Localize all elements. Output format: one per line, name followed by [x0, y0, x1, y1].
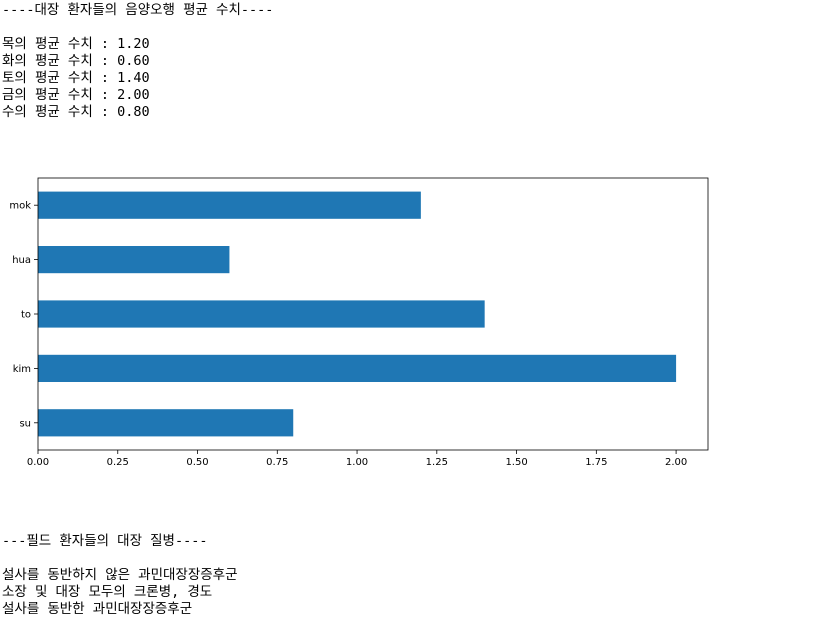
bar-mok — [38, 191, 421, 219]
x-tick-label-7: 1.75 — [585, 457, 607, 468]
bottom-output-line-3: 설사를 동반한 과민대장장증후군 — [2, 601, 193, 617]
bar-kim — [38, 354, 677, 382]
bar-chart: mok hua to kim su 0.00 0.25 0.50 0.75 1.00 1.25 1.5… — [9, 177, 709, 468]
x-tick-label-2: 0.50 — [186, 457, 208, 468]
top-output-line-kim: 금의 평균 수치 : 2.00 — [2, 87, 150, 103]
x-tick-label-4: 1.00 — [346, 457, 368, 468]
y-tick-label-kim: kim — [13, 364, 31, 375]
y-tick-label-hua: hua — [12, 255, 31, 266]
top-output-line-mok: 목의 평균 수치 : 1.20 — [2, 36, 150, 52]
x-tick-label-3: 0.75 — [266, 457, 288, 468]
top-output-line-to: 토의 평균 수치 : 1.40 — [2, 70, 150, 86]
x-tick-label-0: 0.00 — [27, 457, 49, 468]
bar-hua — [38, 246, 230, 274]
bottom-output-line-2: 소장 및 대장 모두의 크론병, 경도 — [2, 584, 213, 600]
top-output-header: ----대장 환자들의 음양오행 평균 수치---- — [2, 2, 274, 18]
top-output-line-su: 수의 평균 수치 : 0.80 — [2, 104, 150, 120]
y-tick-label-su: su — [19, 418, 31, 429]
plot-frame — [37, 177, 709, 451]
y-tick-label-mok: mok — [9, 201, 31, 212]
bar-to — [38, 300, 485, 328]
bar-su — [38, 409, 294, 437]
bottom-output-header: ---필드 환자들의 대장 질병---- — [2, 533, 208, 549]
x-tick-label-1: 0.25 — [107, 457, 129, 468]
top-output-line-hua: 화의 평균 수치 : 0.60 — [2, 53, 150, 69]
x-tick-label-5: 1.25 — [426, 457, 448, 468]
x-tick-label-8: 2.00 — [665, 457, 687, 468]
x-tick-label-6: 1.50 — [505, 457, 527, 468]
bottom-output-line-1: 설사를 동반하지 않은 과민대장장증후군 — [2, 567, 238, 583]
y-tick-label-to: to — [21, 310, 31, 321]
